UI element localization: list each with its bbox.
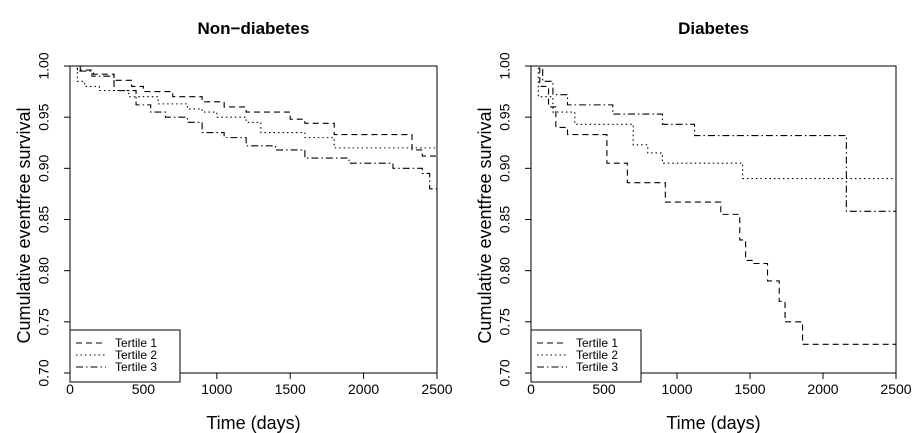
y-tick-label: 0.90 [497, 154, 513, 181]
chart-panel-1: Non−diabetes 0 500 1000 1500 2000 2500 Time (da… [14, 19, 453, 433]
legend-label: Tertile 3 [576, 360, 618, 374]
y-tick-label: 0.75 [36, 308, 52, 335]
legend-label: Tertile 2 [115, 348, 157, 362]
x-axis-label: Time (days) [206, 413, 300, 433]
chart-panel-2: Diabetes 0 500 1000 1500 2000 2500 Time (days) 0… [475, 19, 912, 433]
x-tick-label: 1000 [661, 381, 692, 397]
legend-label: Tertile 3 [115, 360, 157, 374]
y-tick-label: 0.90 [36, 154, 52, 181]
plot-frame [69, 65, 438, 374]
series-line-tertile-1 [531, 65, 896, 345]
series-line-tertile-2 [70, 65, 437, 149]
x-tick-label: 1500 [734, 381, 765, 397]
y-tick-label: 0.75 [497, 308, 513, 335]
plot-frame [530, 65, 897, 374]
y-axis-label: Cumulative eventfree survival [475, 107, 495, 343]
y-tick-label: 0.70 [497, 359, 513, 386]
chart-title: Diabetes [678, 19, 749, 38]
series-line-tertile-1 [70, 65, 437, 157]
x-tick-label: 1000 [201, 381, 232, 397]
x-tick-label: 1500 [275, 381, 306, 397]
y-tick-label: 0.80 [36, 257, 52, 284]
x-tick-label: 500 [592, 381, 616, 397]
x-axis-label: Time (days) [666, 413, 760, 433]
y-tick-label: 1.00 [36, 52, 52, 79]
legend-label: Tertile 2 [576, 348, 618, 362]
x-tick-label: 500 [132, 381, 156, 397]
y-tick-label: 0.70 [36, 359, 52, 386]
series-line-tertile-3 [531, 65, 896, 212]
y-tick-label: 0.85 [36, 206, 52, 233]
y-axis-label: Cumulative eventfree survival [14, 107, 34, 343]
x-tick-label: 2500 [880, 381, 911, 397]
x-tick-label: 0 [66, 381, 74, 397]
x-tick-label: 2000 [807, 381, 838, 397]
legend-box [530, 329, 642, 383]
y-tick-label: 0.85 [497, 206, 513, 233]
y-tick-label: 0.95 [36, 103, 52, 130]
chart-title: Non−diabetes [198, 19, 310, 38]
series-line-tertile-3 [70, 65, 437, 190]
legend-label: Tertile 1 [576, 336, 618, 350]
y-tick-label: 0.80 [497, 257, 513, 284]
y-tick-label: 0.95 [497, 103, 513, 130]
series-line-tertile-2 [531, 65, 896, 180]
x-tick-label: 2500 [421, 381, 452, 397]
legend-label: Tertile 1 [115, 336, 157, 350]
x-tick-label: 2000 [348, 381, 379, 397]
x-tick-label: 0 [527, 381, 535, 397]
y-tick-label: 1.00 [497, 52, 513, 79]
legend-box [69, 329, 181, 383]
